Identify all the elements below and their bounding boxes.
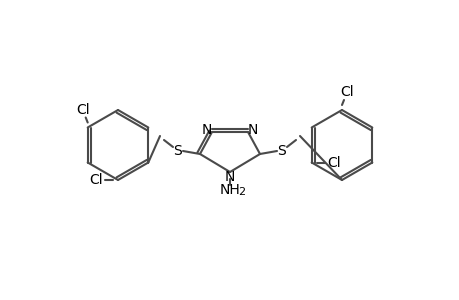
- Text: Cl: Cl: [340, 85, 353, 99]
- Text: Cl: Cl: [89, 173, 103, 187]
- Text: S: S: [173, 144, 182, 158]
- Text: S: S: [277, 144, 286, 158]
- Text: Cl: Cl: [326, 155, 340, 170]
- Text: 2: 2: [238, 187, 245, 197]
- Text: N: N: [247, 123, 257, 137]
- Text: N: N: [202, 123, 212, 137]
- Text: Cl: Cl: [76, 103, 90, 116]
- Text: NH: NH: [219, 183, 240, 197]
- Text: N: N: [224, 170, 235, 184]
